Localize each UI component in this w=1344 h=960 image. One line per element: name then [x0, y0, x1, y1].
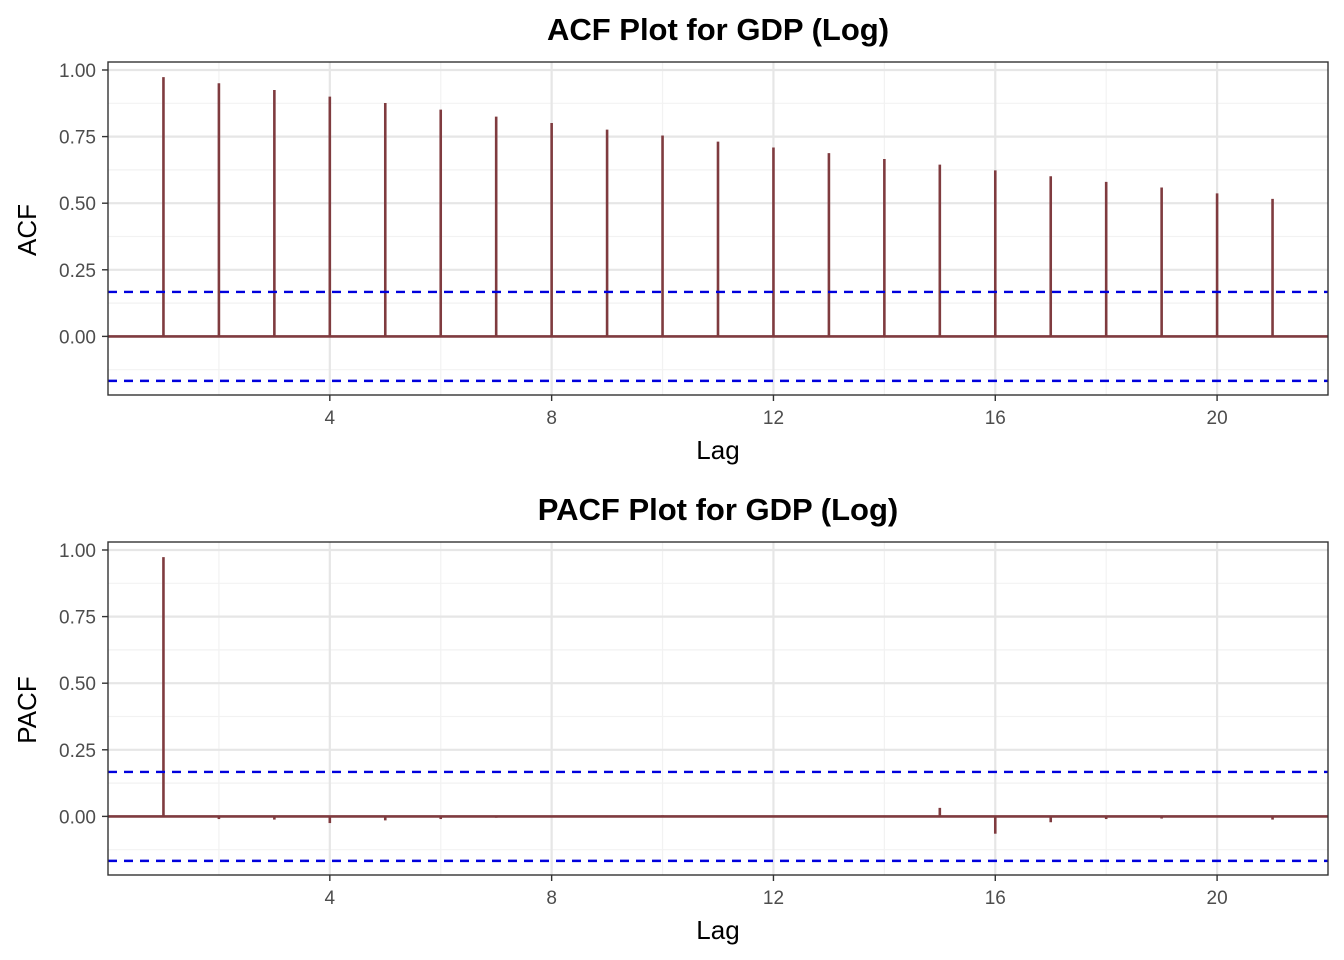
acf-y-axis-label: ACF — [12, 204, 42, 256]
pacf-y-tick-label: 1.00 — [59, 541, 96, 562]
acf-y-tick-label: 1.00 — [59, 61, 96, 82]
pacf-x-tick-label: 16 — [985, 888, 1006, 909]
acf-y-tick-label: 0.75 — [59, 128, 96, 149]
acf-x-tick-label: 4 — [325, 408, 336, 429]
acf-x-tick-label: 12 — [763, 408, 784, 429]
pacf-y-tick-label: 0.75 — [59, 608, 96, 629]
pacf-panel-border — [107, 541, 1329, 876]
pacf-chart: PACF Plot for GDP (Log) Lag PACF 1.00 0.7… — [12, 492, 1329, 945]
acf-chart-title: ACF Plot for GDP (Log) — [547, 12, 889, 47]
acf-x-tick-label: 8 — [546, 408, 557, 429]
pacf-y-tick-label: 0.50 — [59, 674, 96, 695]
acf-x-tick-label: 16 — [985, 408, 1006, 429]
acf-panel-border — [107, 61, 1329, 396]
acf-x-tick-label: 20 — [1207, 408, 1228, 429]
acf-y-tick-label: 0.25 — [59, 261, 96, 282]
pacf-x-tick-label: 4 — [325, 888, 336, 909]
pacf-y-tick-label: 0.00 — [59, 807, 96, 828]
pacf-x-tick-label: 12 — [763, 888, 784, 909]
pacf-chart-title: PACF Plot for GDP (Log) — [538, 492, 898, 527]
pacf-x-tick-label: 8 — [546, 888, 557, 909]
pacf-x-axis-label: Lag — [696, 915, 739, 945]
acf-x-axis-label: Lag — [696, 435, 739, 465]
acf-y-tick-label: 0.00 — [59, 327, 96, 348]
acf-chart: ACF Plot for GDP (Log) Lag ACF 1.00 0.75 0… — [12, 12, 1329, 465]
pacf-y-axis-label: PACF — [12, 676, 42, 743]
acf-y-tick-label: 0.50 — [59, 194, 96, 215]
pacf-grid — [108, 542, 1328, 875]
pacf-x-tick-label: 20 — [1207, 888, 1228, 909]
pacf-y-tick-label: 0.25 — [59, 741, 96, 762]
